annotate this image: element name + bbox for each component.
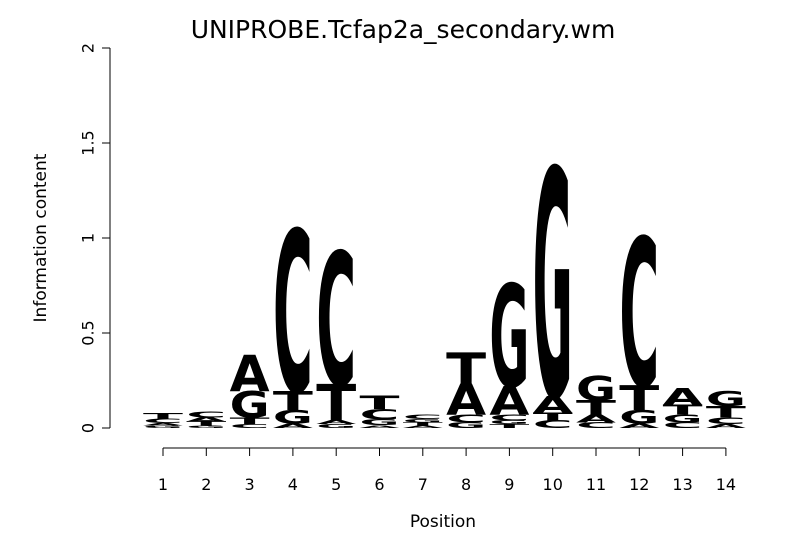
x-tick-label: 5 — [331, 475, 341, 494]
logo-letter-C: C — [619, 198, 659, 434]
logo-letter-T: T — [533, 411, 573, 423]
x-tick-label: 9 — [504, 475, 514, 494]
logo-letter-T: T — [403, 421, 444, 427]
logo-letter-A: A — [706, 423, 747, 429]
logo-letter-A: A — [230, 345, 270, 403]
logo-letter-C: C — [706, 416, 746, 427]
y-axis: 0 0.5 1 1.5 2 — [79, 43, 111, 433]
logo-letter-A: A — [533, 392, 573, 419]
x-tick-label: 13 — [672, 475, 692, 494]
x-tick-label: 1 — [158, 475, 168, 494]
logo-letter-G: G — [186, 425, 226, 429]
logo-letter-A: A — [273, 422, 314, 430]
y-tick-label: 2 — [79, 43, 98, 53]
x-tick-label: 4 — [288, 475, 298, 494]
x-tick-label: 10 — [543, 475, 563, 494]
logo-letter-G: G — [489, 255, 529, 419]
logo-letter-T: T — [360, 393, 401, 414]
logo-letter-A: A — [186, 416, 227, 423]
y-tick-label: 1 — [79, 233, 98, 243]
logo-letter-A: A — [316, 419, 357, 425]
logo-letter-T: T — [143, 412, 184, 421]
logo-letter-C: C — [446, 413, 486, 425]
x-tick-label: 12 — [629, 475, 649, 494]
x-tick-label: 7 — [418, 475, 428, 494]
logo-letter-A: A — [143, 422, 184, 426]
logo-letter-T: T — [489, 423, 530, 429]
logo-letter-T: T — [576, 397, 616, 420]
logo-letter-G: G — [403, 418, 443, 423]
logo-letter-T: T — [186, 420, 227, 427]
logo-letter-A: A — [576, 413, 616, 425]
logo-letter-A: A — [403, 425, 444, 429]
logo-letter-G: G — [706, 387, 746, 411]
logo-letter-G: G — [576, 369, 616, 409]
logo-letter-G: G — [489, 420, 529, 426]
y-axis-label: Information content — [31, 153, 51, 322]
logo-letter-T: T — [273, 386, 313, 416]
logo-letter-C: C — [230, 423, 270, 429]
logo-letter-C: C — [576, 421, 616, 430]
logo-letter-G: G — [663, 413, 703, 425]
logo-letter-C: C — [489, 413, 529, 422]
x-tick-label: 6 — [374, 475, 384, 494]
logo-letter-A: A — [360, 424, 401, 429]
logo-letter-C: C — [316, 215, 356, 428]
y-tick-label: 0 — [79, 423, 98, 433]
logo-letter-G: G — [273, 406, 313, 427]
logo-letter-C: C — [663, 421, 703, 430]
x-tick-label: 3 — [245, 475, 255, 494]
logo-letter-T: T — [230, 416, 271, 427]
logo-letter-C: C — [186, 410, 226, 419]
logo-letter-T: T — [706, 403, 747, 421]
logo-letter-G: G — [143, 425, 183, 429]
logo-letter-C: C — [533, 419, 573, 431]
logo-letter-G: G — [533, 105, 573, 470]
logo-letter-T: T — [316, 375, 356, 432]
logo-letter-G: G — [230, 384, 270, 426]
logo-letter-G: G — [360, 418, 400, 427]
logo-letter-T: T — [663, 403, 703, 418]
logo-letter-C: C — [360, 407, 400, 424]
logo-letter-G: G — [316, 423, 356, 429]
x-tick-label: 2 — [201, 475, 211, 494]
x-tick-label: 14 — [716, 475, 736, 494]
y-tick-label: 0.5 — [79, 320, 98, 345]
y-tick-label: 1.5 — [79, 130, 98, 155]
x-axis-label: Position — [410, 512, 476, 532]
logo-letter-G: G — [619, 406, 659, 427]
x-tick-label: 8 — [461, 475, 471, 494]
logo-letter-A: A — [446, 376, 486, 426]
logo-letter-T: T — [446, 344, 486, 394]
logo-letter-C: C — [143, 418, 183, 425]
logo-letter-C: C — [403, 414, 443, 421]
x-axis: 1 2 3 4 5 6 7 8 9 10 11 12 13 14 — [158, 447, 736, 494]
logo-letter-G: G — [446, 421, 486, 430]
logo-letter-A: A — [489, 378, 530, 424]
logo-letter-C: C — [273, 186, 313, 444]
logo-letter-A: A — [619, 422, 660, 430]
logo-letter-A: A — [663, 384, 703, 411]
logo-letter-T: T — [619, 380, 659, 419]
x-tick-label: 11 — [586, 475, 606, 494]
chart-title: UNIPROBE.Tcfap2a_secondary.wm — [191, 15, 616, 44]
